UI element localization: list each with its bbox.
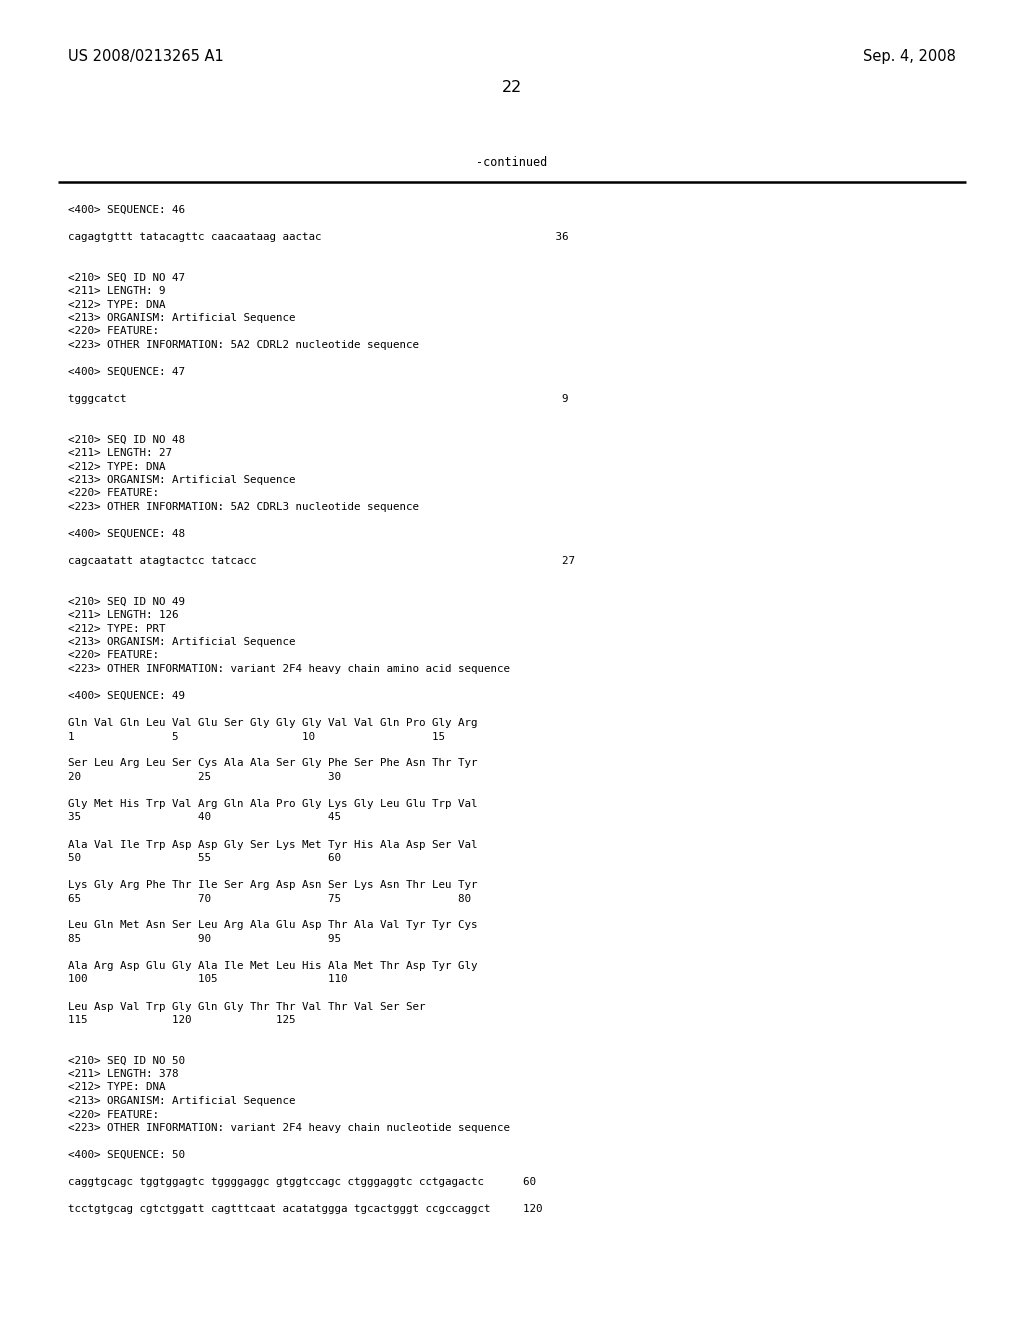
Text: <213> ORGANISM: Artificial Sequence: <213> ORGANISM: Artificial Sequence [68,475,296,484]
Text: <211> LENGTH: 126: <211> LENGTH: 126 [68,610,178,620]
Text: <400> SEQUENCE: 49: <400> SEQUENCE: 49 [68,690,185,701]
Text: cagcaatatt atagtactcc tatcacc                                               27: cagcaatatt atagtactcc tatcacc 27 [68,556,575,566]
Text: <212> TYPE: DNA: <212> TYPE: DNA [68,300,166,309]
Text: <211> LENGTH: 9: <211> LENGTH: 9 [68,286,166,296]
Text: <220> FEATURE:: <220> FEATURE: [68,326,159,337]
Text: 100                 105                 110: 100 105 110 [68,974,347,985]
Text: Lys Gly Arg Phe Thr Ile Ser Arg Asp Asn Ser Lys Asn Thr Leu Tyr: Lys Gly Arg Phe Thr Ile Ser Arg Asp Asn … [68,880,477,890]
Text: 85                  90                  95: 85 90 95 [68,935,341,944]
Text: Ala Val Ile Trp Asp Asp Gly Ser Lys Met Tyr His Ala Asp Ser Val: Ala Val Ile Trp Asp Asp Gly Ser Lys Met … [68,840,477,850]
Text: <210> SEQ ID NO 47: <210> SEQ ID NO 47 [68,272,185,282]
Text: <223> OTHER INFORMATION: 5A2 CDRL3 nucleotide sequence: <223> OTHER INFORMATION: 5A2 CDRL3 nucle… [68,502,419,512]
Text: <400> SEQUENCE: 47: <400> SEQUENCE: 47 [68,367,185,378]
Text: caggtgcagc tggtggagtc tggggaggc gtggtccagc ctgggaggtc cctgagactc      60: caggtgcagc tggtggagtc tggggaggc gtggtcca… [68,1177,536,1187]
Text: <400> SEQUENCE: 46: <400> SEQUENCE: 46 [68,205,185,215]
Text: Ala Arg Asp Glu Gly Ala Ile Met Leu His Ala Met Thr Asp Tyr Gly: Ala Arg Asp Glu Gly Ala Ile Met Leu His … [68,961,477,972]
Text: Gln Val Gln Leu Val Glu Ser Gly Gly Gly Val Val Gln Pro Gly Arg: Gln Val Gln Leu Val Glu Ser Gly Gly Gly … [68,718,477,729]
Text: <212> TYPE: DNA: <212> TYPE: DNA [68,1082,166,1093]
Text: <211> LENGTH: 27: <211> LENGTH: 27 [68,447,172,458]
Text: 1               5                   10                  15: 1 5 10 15 [68,731,445,742]
Text: Ser Leu Arg Leu Ser Cys Ala Ala Ser Gly Phe Ser Phe Asn Thr Tyr: Ser Leu Arg Leu Ser Cys Ala Ala Ser Gly … [68,759,477,768]
Text: <211> LENGTH: 378: <211> LENGTH: 378 [68,1069,178,1078]
Text: <210> SEQ ID NO 49: <210> SEQ ID NO 49 [68,597,185,606]
Text: <212> TYPE: DNA: <212> TYPE: DNA [68,462,166,471]
Text: US 2008/0213265 A1: US 2008/0213265 A1 [68,49,224,65]
Text: Leu Asp Val Trp Gly Gln Gly Thr Thr Val Thr Val Ser Ser: Leu Asp Val Trp Gly Gln Gly Thr Thr Val … [68,1002,426,1011]
Text: <400> SEQUENCE: 48: <400> SEQUENCE: 48 [68,529,185,539]
Text: <210> SEQ ID NO 50: <210> SEQ ID NO 50 [68,1056,185,1065]
Text: <213> ORGANISM: Artificial Sequence: <213> ORGANISM: Artificial Sequence [68,1096,296,1106]
Text: Gly Met His Trp Val Arg Gln Ala Pro Gly Lys Gly Leu Glu Trp Val: Gly Met His Trp Val Arg Gln Ala Pro Gly … [68,799,477,809]
Text: <212> TYPE: PRT: <212> TYPE: PRT [68,623,166,634]
Text: <213> ORGANISM: Artificial Sequence: <213> ORGANISM: Artificial Sequence [68,638,296,647]
Text: <223> OTHER INFORMATION: 5A2 CDRL2 nucleotide sequence: <223> OTHER INFORMATION: 5A2 CDRL2 nucle… [68,341,419,350]
Text: Leu Gln Met Asn Ser Leu Arg Ala Glu Asp Thr Ala Val Tyr Tyr Cys: Leu Gln Met Asn Ser Leu Arg Ala Glu Asp … [68,920,477,931]
Text: 20                  25                  30: 20 25 30 [68,772,341,781]
Text: 65                  70                  75                  80: 65 70 75 80 [68,894,471,903]
Text: 35                  40                  45: 35 40 45 [68,813,341,822]
Text: <220> FEATURE:: <220> FEATURE: [68,651,159,660]
Text: <210> SEQ ID NO 48: <210> SEQ ID NO 48 [68,434,185,445]
Text: cagagtgttt tatacagttc caacaataag aactac                                    36: cagagtgttt tatacagttc caacaataag aactac … [68,232,568,242]
Text: tgggcatct                                                                   9: tgggcatct 9 [68,393,568,404]
Text: <223> OTHER INFORMATION: variant 2F4 heavy chain nucleotide sequence: <223> OTHER INFORMATION: variant 2F4 hea… [68,1123,510,1133]
Text: tcctgtgcag cgtctggatt cagtttcaat acatatggga tgcactgggt ccgccaggct     120: tcctgtgcag cgtctggatt cagtttcaat acatatg… [68,1204,543,1214]
Text: 115             120             125: 115 120 125 [68,1015,296,1026]
Text: <220> FEATURE:: <220> FEATURE: [68,1110,159,1119]
Text: -continued: -continued [476,156,548,169]
Text: <213> ORGANISM: Artificial Sequence: <213> ORGANISM: Artificial Sequence [68,313,296,323]
Text: <220> FEATURE:: <220> FEATURE: [68,488,159,499]
Text: 22: 22 [502,81,522,95]
Text: Sep. 4, 2008: Sep. 4, 2008 [863,49,956,65]
Text: <223> OTHER INFORMATION: variant 2F4 heavy chain amino acid sequence: <223> OTHER INFORMATION: variant 2F4 hea… [68,664,510,675]
Text: 50                  55                  60: 50 55 60 [68,853,341,863]
Text: <400> SEQUENCE: 50: <400> SEQUENCE: 50 [68,1150,185,1160]
